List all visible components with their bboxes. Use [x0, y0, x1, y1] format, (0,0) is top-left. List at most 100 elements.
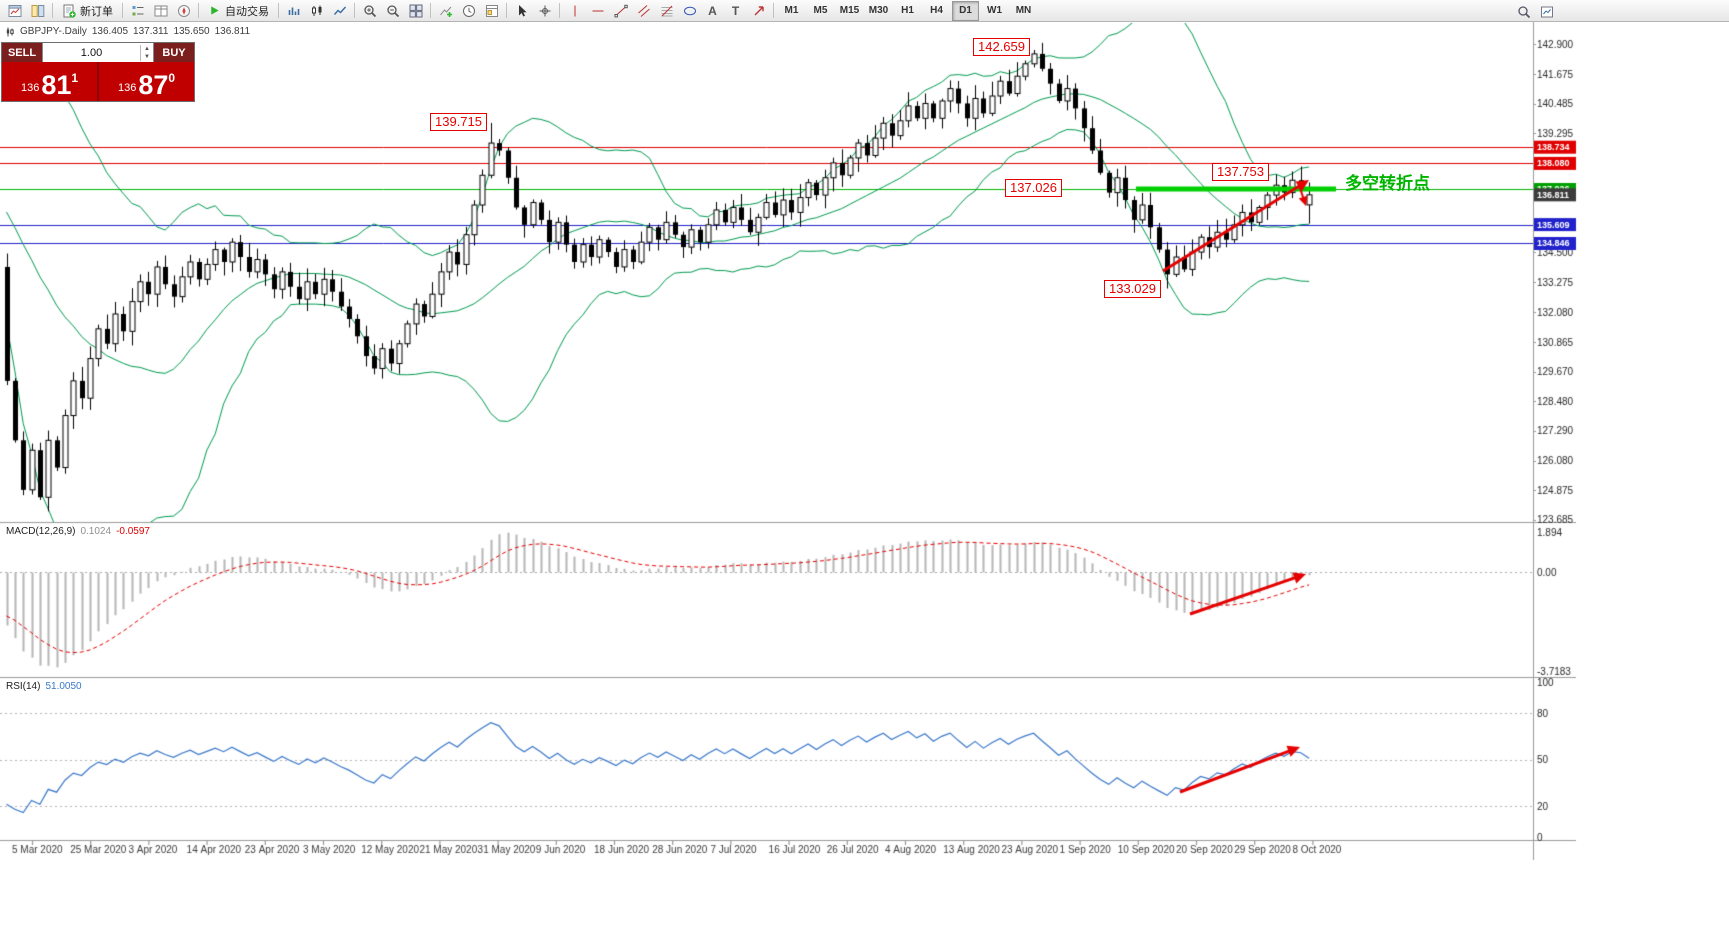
new-order-button[interactable]: 新订单 [56, 1, 119, 21]
rsi-label-line: RSI(14) 51.0050 [6, 681, 82, 692]
line-chart-button[interactable] [328, 0, 351, 22]
crosshair-button[interactable] [533, 0, 556, 22]
timeframe-m1[interactable]: M1 [784, 5, 799, 16]
text-tool-button[interactable]: A [701, 0, 724, 22]
cursor-icon [518, 4, 527, 16]
ask-big-digits: 87 [138, 70, 169, 100]
candlestick-button[interactable] [305, 0, 328, 22]
magnifier-button[interactable] [1512, 1, 1535, 23]
volume-down-icon[interactable]: ▼ [144, 53, 150, 60]
timeframe-mn[interactable]: MN [1015, 5, 1032, 16]
rsi-name: RSI(14) [6, 681, 41, 692]
channel-icon [637, 4, 650, 17]
toolbar-separator [506, 3, 507, 18]
vertical-line-button[interactable] [563, 0, 586, 22]
bar-chart-icon [288, 7, 299, 15]
toolbar-separator [198, 3, 199, 18]
turning-point-annotation[interactable]: 多空转折点 [1345, 174, 1430, 193]
ask-pip-digit: 0 [168, 71, 176, 85]
timeframe-h1[interactable]: H1 [901, 5, 914, 16]
chart-list-icon [1540, 6, 1553, 18]
arrow-tool-icon [754, 5, 764, 15]
zoom-out-icon [386, 4, 399, 17]
macd-signal-value: -0.0597 [116, 526, 150, 537]
navigator-button[interactable] [172, 0, 195, 22]
trendline-icon [614, 4, 628, 17]
toolbar-separator [278, 3, 279, 18]
macd-name: MACD(12,26,9) [6, 526, 76, 537]
buy-button[interactable]: BUY [154, 43, 194, 62]
ellipse-shape-icon [683, 6, 696, 15]
candlestick-icon [311, 5, 321, 16]
bid-price-button[interactable]: 136 81 1 [2, 62, 99, 101]
bid-prefix: 136 [20, 82, 40, 94]
price-callout-137753[interactable]: 137.753 [1212, 163, 1269, 181]
label-tool-icon: T [731, 3, 740, 18]
price-callout-133029[interactable]: 133.029 [1104, 280, 1161, 298]
volume-up-icon[interactable]: ▲ [144, 45, 150, 52]
market-watch-button[interactable] [126, 0, 149, 22]
chart-list-button[interactable] [1535, 1, 1558, 23]
data-window-icon [154, 5, 167, 16]
data-window-button[interactable] [149, 0, 172, 22]
rsi-value: 51.0050 [45, 681, 82, 692]
channel-button[interactable] [632, 0, 655, 22]
zoom-out-button[interactable] [381, 0, 404, 22]
timeframe-m5[interactable]: M5 [813, 5, 828, 16]
trendline-button[interactable] [609, 0, 632, 22]
price-callout-137026[interactable]: 137.026 [1005, 179, 1062, 197]
auto-trading-button[interactable]: 自动交易 [202, 1, 275, 21]
volume-spinner: ▲ ▼ [140, 44, 153, 61]
toolbar-separator [559, 3, 560, 18]
price-callout-142659[interactable]: 142.659 [973, 38, 1030, 56]
timeframe-h4[interactable]: H4 [930, 5, 943, 16]
arrow-tool-button[interactable] [747, 0, 770, 22]
one-click-trading-panel: SELL 1.00 ▲ ▼ BUY 136 81 1 136 87 0 [1, 42, 195, 102]
main-toolbar: 新订单 自动交易 [0, 0, 1729, 22]
clock-icon [462, 4, 475, 17]
play-icon [211, 6, 219, 15]
templates-button[interactable] [480, 0, 503, 22]
price-callout-139715[interactable]: 139.715 [430, 113, 487, 131]
ohlc-high: 137.311 [133, 26, 169, 37]
vertical-line-icon [574, 5, 575, 16]
one-click-top-row: SELL 1.00 ▲ ▼ BUY [2, 43, 194, 62]
cursor-button[interactable] [510, 0, 533, 22]
horizontal-line-button[interactable] [586, 0, 609, 22]
tile-windows-button[interactable] [404, 0, 427, 22]
timeframe-w1[interactable]: W1 [987, 5, 1002, 16]
toolbar-separator [430, 3, 431, 18]
indicators-button[interactable] [434, 0, 457, 22]
ohlc-close: 136.811 [214, 26, 250, 37]
toolbar-separator [354, 3, 355, 18]
ask-price-button[interactable]: 136 87 0 [99, 62, 194, 101]
toolbar-separator [773, 3, 774, 18]
indicators-plus-icon [439, 6, 452, 17]
toolbar-right-group [1512, 1, 1558, 23]
new-chart-button[interactable] [3, 0, 26, 22]
timeframe-d1[interactable]: D1 [952, 0, 979, 21]
bid-pip-digit: 1 [71, 71, 79, 85]
periods-button[interactable] [457, 0, 480, 22]
macd-label-line: MACD(12,26,9) 0.1024 -0.0597 [6, 526, 150, 537]
bar-chart-button[interactable] [282, 0, 305, 22]
profiles-button[interactable] [26, 0, 49, 22]
fibonacci-icon [661, 5, 672, 16]
shapes-button[interactable] [678, 0, 701, 22]
zoom-in-button[interactable] [358, 0, 381, 22]
label-tool-button[interactable]: T [724, 0, 747, 22]
profiles-icon [31, 4, 44, 17]
fibonacci-button[interactable] [655, 0, 678, 22]
zoom-in-icon [363, 4, 376, 17]
chart-window-icon [8, 4, 21, 17]
templates-icon [485, 4, 498, 17]
toolbar-separator [52, 3, 53, 18]
macd-value: 0.1024 [80, 526, 112, 537]
volume-value[interactable]: 1.00 [80, 46, 103, 59]
timeframe-m15[interactable]: M15 [839, 5, 860, 16]
volume-field[interactable]: 1.00 ▲ ▼ [42, 43, 154, 62]
timeframe-m30[interactable]: M30 [868, 5, 889, 16]
sell-button[interactable]: SELL [2, 43, 42, 62]
ask-prefix: 136 [117, 82, 137, 94]
